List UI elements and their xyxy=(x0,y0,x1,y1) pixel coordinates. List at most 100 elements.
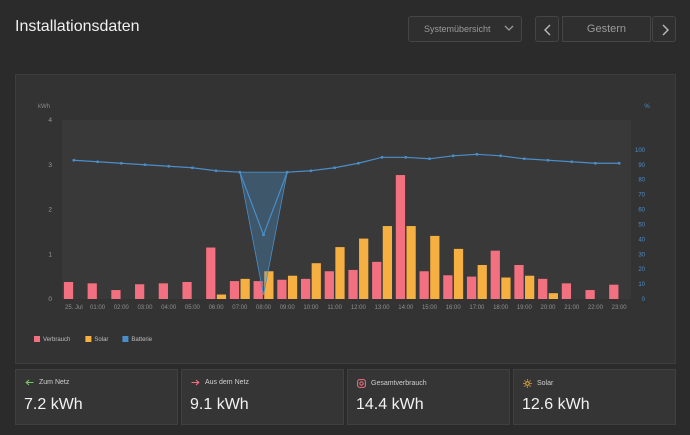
battery-point xyxy=(262,233,265,237)
battery-point xyxy=(190,166,194,170)
bar-verbrauch xyxy=(229,281,240,299)
bar-verbrauch xyxy=(277,279,287,299)
battery-point xyxy=(570,160,574,164)
previous-day-button[interactable] xyxy=(535,16,559,42)
y2-tick-label: 40 xyxy=(638,237,645,243)
x-tick-label: 05:00 xyxy=(185,305,201,311)
bar-verbrauch xyxy=(135,284,145,299)
x-tick-label: 13:00 xyxy=(375,305,391,311)
bar-solar xyxy=(406,226,416,299)
chevron-right-icon xyxy=(662,24,669,36)
date-display: Gestern xyxy=(562,16,651,42)
bar-verbrauch xyxy=(443,275,453,299)
x-tick-label: 12:00 xyxy=(351,305,367,311)
bar-solar xyxy=(335,247,345,299)
bar-verbrauch xyxy=(419,271,429,299)
battery-point xyxy=(119,161,123,165)
battery-point xyxy=(475,152,479,156)
battery-line xyxy=(73,153,620,237)
bar-verbrauch xyxy=(206,247,216,299)
x-tick-label: 15:00 xyxy=(422,305,438,311)
y2-tick-label: 0 xyxy=(642,297,646,303)
battery-point xyxy=(238,170,242,174)
bar-solar xyxy=(311,263,321,299)
chevron-left-icon xyxy=(544,24,551,36)
bar-solar xyxy=(287,275,298,299)
view-select[interactable]: Systemübersicht xyxy=(408,16,522,42)
x-tick-label: 08:00 xyxy=(256,305,272,311)
x-tick-label: 25. Jul xyxy=(65,305,83,311)
battery-point xyxy=(404,155,408,159)
y-tick-label: 3 xyxy=(48,162,52,169)
x-tick-label: 21:00 xyxy=(564,305,580,311)
y2-tick-label: 70 xyxy=(638,193,645,199)
battery-point xyxy=(594,161,597,165)
battery-point xyxy=(214,169,218,173)
card-solar: Solar 12.6 kWh xyxy=(513,369,676,425)
view-select-label: Systemübersicht xyxy=(424,24,491,34)
card-value: 12.6 kWh xyxy=(522,396,590,413)
bar-verbrauch xyxy=(538,278,548,299)
x-tick-label: 01:00 xyxy=(90,305,106,311)
x-tick-label: 18:00 xyxy=(493,305,509,311)
legend-label: Batterie xyxy=(131,337,152,343)
bar-solar xyxy=(477,264,487,299)
x-tick-label: 17:00 xyxy=(469,305,485,311)
y2-tick-label: 30 xyxy=(638,252,645,258)
bar-verbrauch xyxy=(300,278,311,299)
left-axis-unit: kWh xyxy=(38,104,50,110)
bar-verbrauch xyxy=(466,276,477,299)
battery-point xyxy=(72,158,76,162)
bar-solar xyxy=(382,226,393,299)
bar-verbrauch xyxy=(324,271,334,299)
y2-tick-label: 80 xyxy=(638,178,645,184)
bar-verbrauch xyxy=(585,290,595,299)
battery-point xyxy=(333,166,337,170)
y-tick-label: 2 xyxy=(48,207,52,214)
next-day-button[interactable] xyxy=(652,16,676,42)
x-tick-label: 22:00 xyxy=(588,305,604,311)
card-label: Aus dem Netz xyxy=(205,379,249,386)
bar-solar xyxy=(240,278,250,299)
bar-verbrauch xyxy=(372,261,382,299)
arrow-left-icon xyxy=(25,379,34,386)
battery-point xyxy=(380,155,384,159)
chevron-down-icon xyxy=(504,25,514,31)
bar-verbrauch xyxy=(182,281,192,299)
bar-solar xyxy=(501,277,511,299)
right-axis-unit: % xyxy=(644,104,650,110)
card-value: 9.1 kWh xyxy=(190,396,249,413)
bar-verbrauch xyxy=(158,283,168,299)
legend-swatch xyxy=(85,336,92,342)
battery-point xyxy=(356,161,360,165)
battery-point xyxy=(96,160,99,164)
bar-solar xyxy=(216,294,227,299)
card-total-consumption: Gesamtverbrauch 14.4 kWh xyxy=(347,369,510,425)
y2-tick-label: 60 xyxy=(638,208,645,214)
y2-tick-label: 50 xyxy=(638,222,645,228)
bar-solar xyxy=(430,235,440,299)
chart-panel: kWh% 0 1 2 3 4 0 10 20 30 40 50 60 70 80 90 100 25. Jul 01… xyxy=(15,74,676,364)
card-label: Gesamtverbrauch xyxy=(371,380,427,387)
bar-verbrauch xyxy=(514,264,524,299)
x-tick-label: 09:00 xyxy=(280,305,296,311)
y2-tick-label: 100 xyxy=(635,148,646,154)
x-tick-label: 03:00 xyxy=(137,305,153,311)
battery-point xyxy=(309,169,313,173)
battery-point xyxy=(451,154,455,158)
legend-swatch xyxy=(122,336,129,342)
x-tick-label: 20:00 xyxy=(541,305,557,311)
card-value: 7.2 kWh xyxy=(24,396,83,413)
plot-area xyxy=(62,120,631,299)
bar-verbrauch xyxy=(561,283,572,299)
bar-verbrauch xyxy=(609,284,619,299)
card-label: Zum Netz xyxy=(39,379,70,386)
card-from-grid: Aus dem Netz 9.1 kWh xyxy=(181,369,344,425)
bar-verbrauch xyxy=(253,281,263,299)
y2-tick-label: 10 xyxy=(638,282,645,288)
battery-point xyxy=(499,154,503,158)
arrow-right-icon xyxy=(191,379,200,386)
x-tick-label: 14:00 xyxy=(398,305,414,311)
consumption-icon xyxy=(357,379,366,388)
